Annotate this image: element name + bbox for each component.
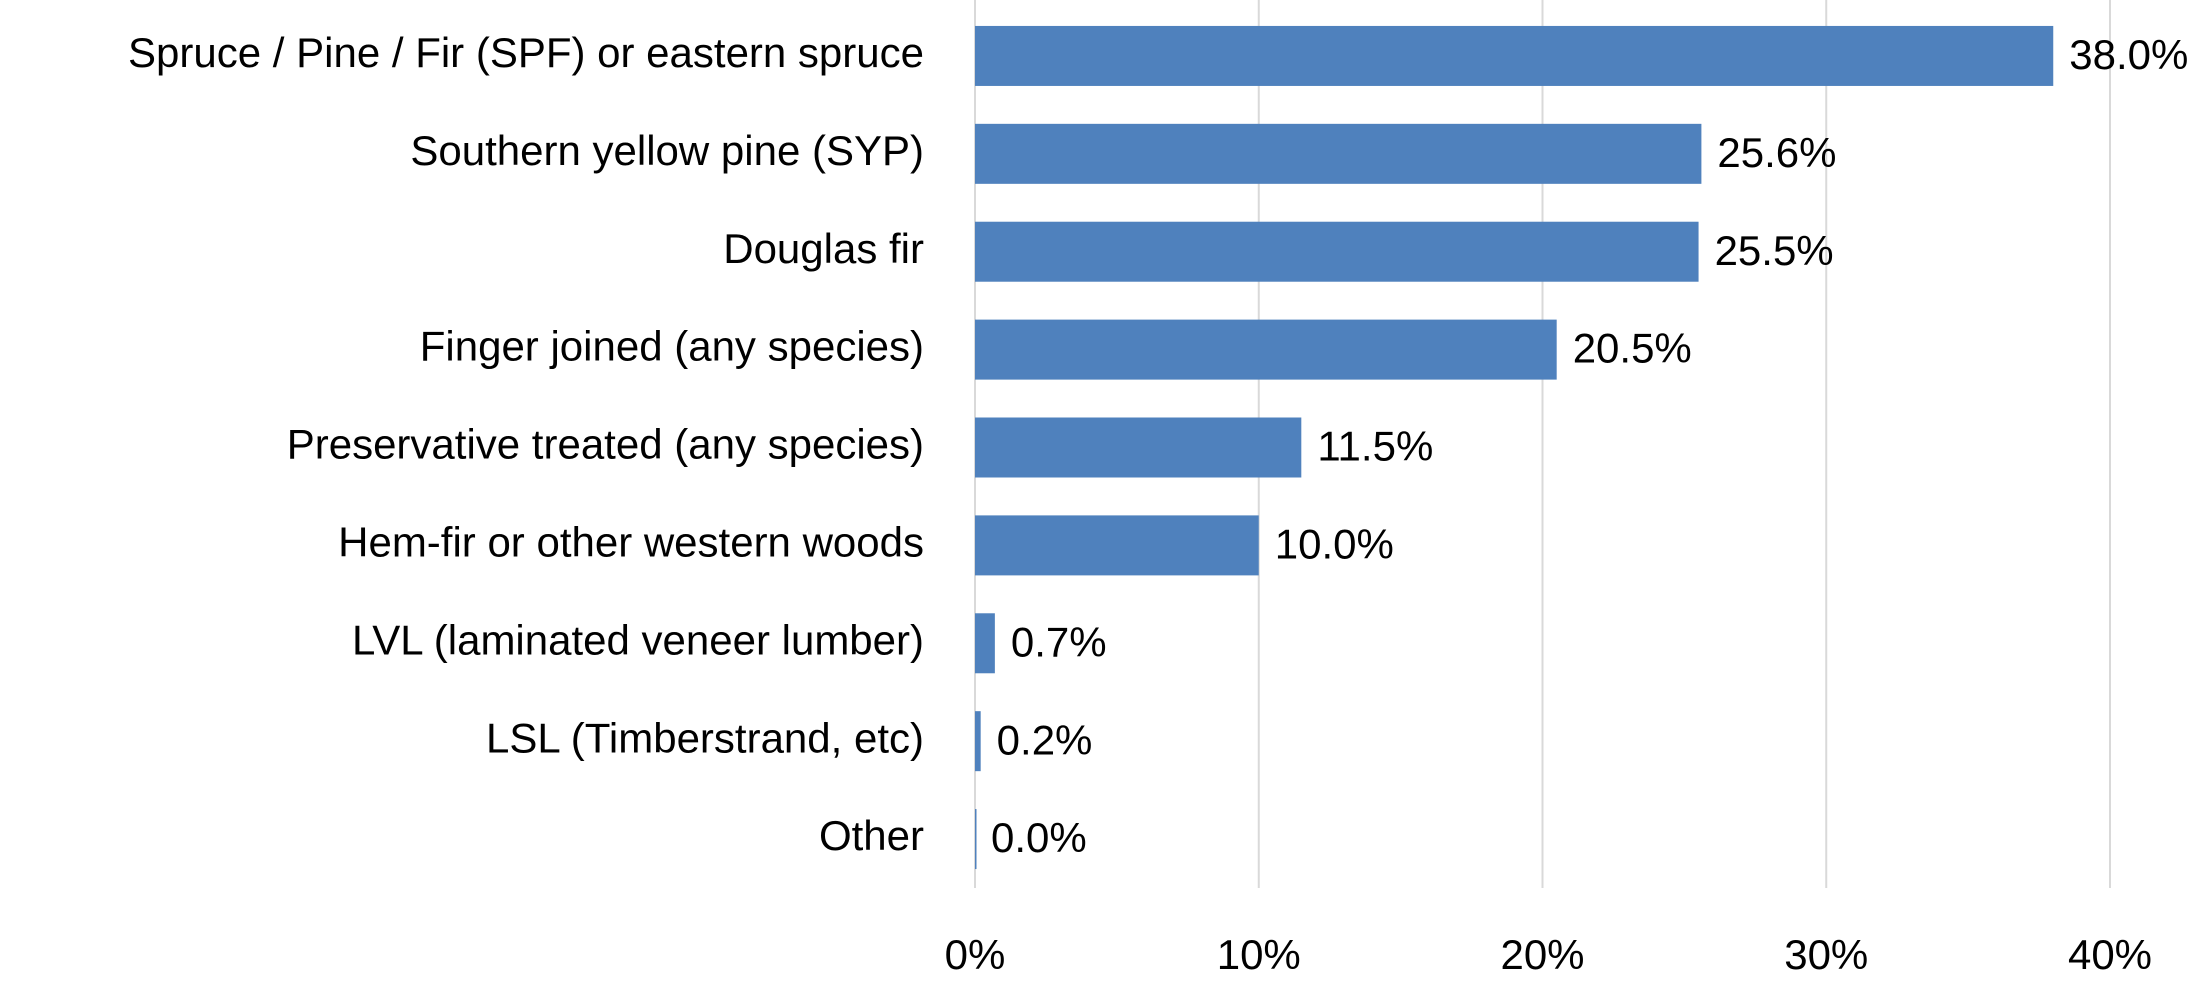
y-tick-label: LSL (Timberstrand, etc) (486, 714, 924, 761)
y-tick-label: Spruce / Pine / Fir (SPF) or eastern spr… (128, 29, 924, 76)
value-label: 25.6% (1717, 129, 1836, 176)
x-tick-label: 0% (945, 931, 1006, 978)
x-tick-label: 10% (1217, 931, 1301, 978)
x-tick-label: 40% (2068, 931, 2152, 978)
value-label: 10.0% (1275, 520, 1394, 567)
bar (975, 25, 2054, 86)
value-label: 38.0% (2069, 31, 2188, 78)
bar (975, 417, 1302, 478)
y-tick-label: Preservative treated (any species) (287, 421, 924, 468)
x-tick-label: 20% (1500, 931, 1584, 978)
y-tick-label: LVL (laminated veneer lumber) (352, 616, 924, 663)
bar (975, 123, 1702, 184)
bar (975, 221, 1699, 282)
value-label: 20.5% (1573, 325, 1692, 372)
y-tick-label: Hem-fir or other western woods (338, 518, 924, 565)
y-tick-label: Finger joined (any species) (420, 323, 924, 370)
value-label: 0.7% (1011, 618, 1107, 665)
bar (975, 711, 981, 772)
value-label: 11.5% (1317, 423, 1433, 470)
bar (975, 809, 977, 870)
value-label: 25.5% (1715, 227, 1834, 274)
bar (975, 613, 995, 674)
value-label: 0.0% (991, 814, 1087, 861)
bar (975, 515, 1259, 576)
bar (975, 319, 1557, 380)
x-tick-label: 30% (1784, 931, 1868, 978)
y-tick-label: Other (819, 812, 924, 859)
y-tick-label: Southern yellow pine (SYP) (410, 127, 924, 174)
y-tick-label: Douglas fir (723, 225, 924, 272)
value-label: 0.2% (997, 716, 1093, 763)
